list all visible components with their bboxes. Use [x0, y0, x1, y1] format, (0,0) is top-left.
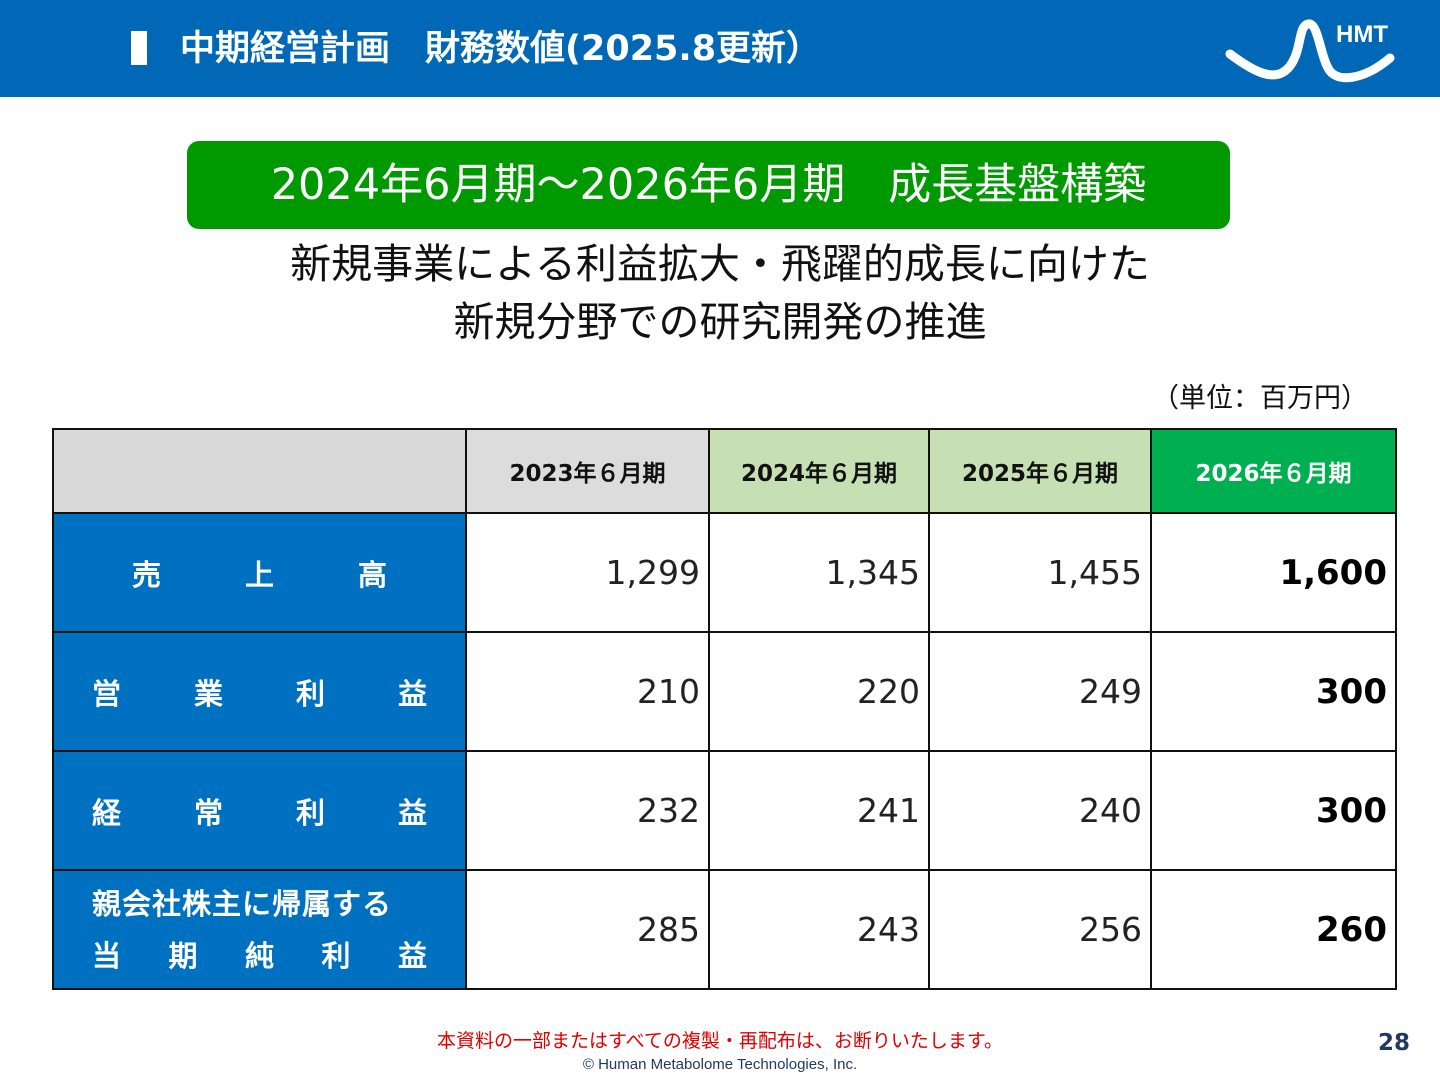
period-banner: 2024年6月期～2026年6月期 成長基盤構築: [187, 141, 1230, 229]
label-char: 益: [397, 938, 427, 973]
label-char: 利: [295, 795, 325, 830]
header-bar: 中期経営計画 財務数値(2025.8更新） HMT: [0, 0, 1440, 97]
logo-text: HMT: [1336, 21, 1388, 48]
redistribution-notice: 本資料の一部またはすべての複製・再配布は、お断りいたします。: [436, 1030, 1003, 1052]
column-header: 2023年６月期: [465, 428, 710, 514]
table-cell: 240: [928, 750, 1152, 871]
label-char: 期: [168, 938, 198, 973]
table-row: 営 業 利 益 210 220 249 300: [52, 631, 1397, 752]
copyright: © Human Metabolome Technologies, Inc.: [582, 1056, 858, 1073]
unit-note: （単位：百万円）: [1152, 383, 1368, 414]
title-marker: [131, 31, 147, 65]
label-char: 利: [295, 676, 325, 711]
subtitle-line-2: 新規分野での研究開発の推進: [453, 298, 987, 346]
column-header: 2024年６月期: [708, 428, 930, 514]
table-header-row: 2023年６月期 2024年６月期 2025年６月期 2026年６月期: [52, 428, 1397, 514]
table-cell: 1,455: [928, 512, 1152, 633]
table-cell: 1,299: [465, 512, 710, 633]
hmt-logo: HMT: [1225, 19, 1395, 83]
table-row: 経 常 利 益 232 241 240 300: [52, 750, 1397, 871]
label-char: 純: [244, 938, 274, 973]
table-cell: 249: [928, 631, 1152, 752]
row-label-operating-profit: 営 業 利 益: [52, 631, 467, 752]
table-cell: 300: [1150, 631, 1397, 752]
table-cell: 232: [465, 750, 710, 871]
table-cell: 220: [708, 631, 930, 752]
page-title: 中期経営計画 財務数値(2025.8更新）: [180, 29, 822, 69]
label-char: 常: [193, 795, 223, 830]
label-char: 経: [92, 795, 122, 830]
table-cell: 285: [465, 869, 710, 990]
table-cell: 256: [928, 869, 1152, 990]
table-cell: 1,600: [1150, 512, 1397, 633]
label-char: 業: [193, 676, 223, 711]
table-cell: 300: [1150, 750, 1397, 871]
subtitle-line-1: 新規事業による利益拡大・飛躍的成長に向けた: [290, 240, 1150, 288]
page-number: 28: [1377, 1030, 1410, 1056]
table-row: 親会社株主に帰属する 当 期 純 利 益 285 243 256 260: [52, 869, 1397, 990]
financial-table: 2023年６月期 2024年６月期 2025年６月期 2026年６月期 売 上 …: [52, 428, 1397, 990]
table-cell: 243: [708, 869, 930, 990]
label-char: 売: [132, 557, 162, 592]
label-char: 益: [397, 676, 427, 711]
label-char: 上: [244, 557, 274, 592]
table-cell: 1,345: [708, 512, 930, 633]
header-corner-cell: [52, 428, 467, 514]
label-char: 益: [397, 795, 427, 830]
table-cell: 260: [1150, 869, 1397, 990]
column-header: 2025年６月期: [928, 428, 1152, 514]
label-char: 当: [92, 938, 122, 973]
label-char: 高: [357, 557, 387, 592]
row-label-ordinary-profit: 経 常 利 益: [52, 750, 467, 871]
row-label-sales: 売 上 高: [52, 512, 467, 633]
table-cell: 210: [465, 631, 710, 752]
row-label-net-income: 親会社株主に帰属する 当 期 純 利 益: [52, 869, 467, 990]
label-char: 利: [321, 938, 351, 973]
table-cell: 241: [708, 750, 930, 871]
column-header: 2026年６月期: [1150, 428, 1397, 514]
label-line-1: 親会社株主に帰属する: [92, 886, 393, 921]
table-row: 売 上 高 1,299 1,345 1,455 1,600: [52, 512, 1397, 633]
label-char: 営: [92, 676, 122, 711]
